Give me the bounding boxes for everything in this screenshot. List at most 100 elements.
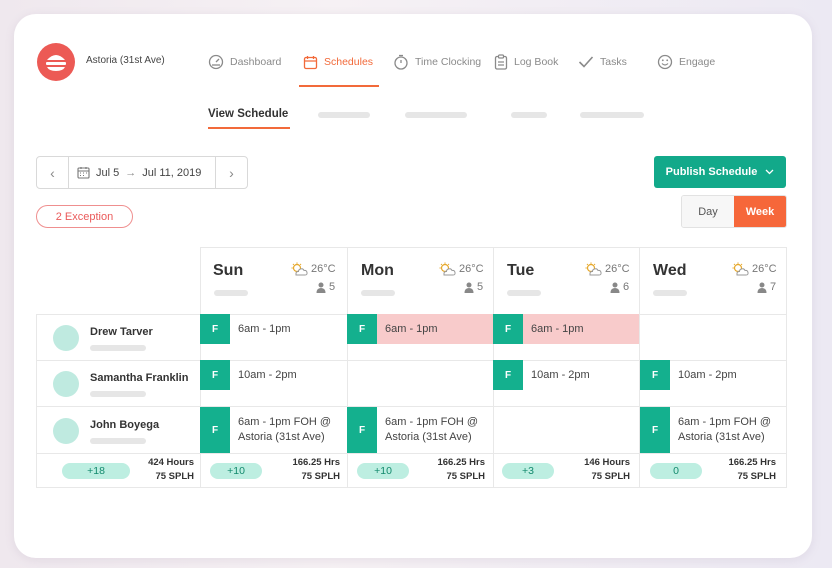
tab-placeholder[interactable]: [511, 112, 547, 118]
day-staff-count: 5: [464, 281, 483, 293]
staffing-delta-pill: +10: [357, 463, 409, 479]
date-end: Jul 11, 2019: [142, 166, 202, 179]
day-name: Tue: [507, 262, 535, 279]
tab-placeholder[interactable]: [318, 112, 370, 118]
day-weather: 26°C: [290, 262, 336, 276]
date-range-field[interactable]: Jul 5 → Jul 11, 2019: [68, 157, 216, 188]
smiley-icon: [657, 54, 673, 70]
shift-time: 6am - 1pm FOH @: [238, 416, 332, 428]
prev-week-button[interactable]: ‹: [37, 157, 68, 188]
nav-dashboard[interactable]: Dashboard: [208, 51, 281, 73]
staff-count: 5: [477, 281, 484, 293]
shift-detail: 6am - 1pm FOH @ Astoria (31st Ave): [230, 407, 347, 453]
burger-icon: [46, 55, 66, 71]
shift-block[interactable]: F 6am - 1pm: [200, 314, 347, 344]
shift-time: 6am - 1pm FOH @: [678, 416, 772, 428]
subtab-active-underline: [208, 127, 290, 129]
shift-block[interactable]: F 10am - 2pm: [200, 360, 347, 390]
shift-location: Astoria (31st Ave): [678, 431, 765, 443]
shift-block[interactable]: F 6am - 1pm FOH @ Astoria (31st Ave): [200, 407, 347, 453]
partly-sunny-icon: [732, 262, 749, 276]
totals-summary: 166.25 Hrs 75 SPLH: [706, 456, 776, 484]
nav-dashboard-label: Dashboard: [230, 56, 282, 68]
week-view-button[interactable]: Week: [734, 196, 786, 227]
nav-time-clocking[interactable]: Time Clocking: [393, 51, 481, 73]
employee-name[interactable]: John Boyega: [90, 419, 160, 431]
shift-time: 10am - 2pm: [238, 368, 297, 381]
shift-block[interactable]: F 6am - 1pm FOH @ Astoria (31st Ave): [640, 407, 786, 453]
nav-engage-label: Engage: [679, 56, 716, 68]
day-temp: 26°C: [459, 263, 484, 275]
day-temp: 26°C: [752, 263, 777, 275]
person-icon: [464, 282, 474, 293]
shift-time: 10am - 2pm: [678, 368, 737, 381]
day-date-placeholder: [214, 290, 248, 296]
total-hours: 146 Hours: [584, 457, 630, 468]
shift-detail: 6am - 1pm FOH @ Astoria (31st Ave): [377, 407, 493, 453]
shift-role-badge: F: [493, 314, 523, 344]
employee-name[interactable]: Drew Tarver: [90, 326, 153, 338]
totals-summary: 424 Hours 75 SPLH: [130, 456, 194, 484]
shift-role-badge: F: [640, 407, 670, 453]
chevron-right-icon: ›: [229, 164, 234, 181]
day-staff-count: 7: [757, 281, 776, 293]
total-splh: 75 SPLH: [737, 471, 776, 482]
shift-location: Astoria (31st Ave): [238, 431, 325, 443]
day-date-placeholder: [653, 290, 687, 296]
staffing-delta-pill: 0: [650, 463, 702, 479]
shift-block[interactable]: F 6am - 1pm FOH @ Astoria (31st Ave): [347, 407, 493, 453]
total-splh: 75 SPLH: [301, 471, 340, 482]
next-week-button[interactable]: ›: [216, 157, 247, 188]
staffing-delta-pill: +3: [502, 463, 554, 479]
shift-time: 6am - 1pm: [523, 314, 639, 344]
total-hours: 424 Hours: [148, 457, 194, 468]
shift-role-badge: F: [493, 360, 523, 390]
employee-name[interactable]: Samantha Franklin: [90, 372, 189, 384]
nav-tasks-label: Tasks: [600, 56, 627, 68]
publish-label: Publish Schedule: [665, 166, 758, 178]
day-view-button[interactable]: Day: [682, 196, 734, 227]
checkmark-icon: [578, 56, 594, 68]
partly-sunny-icon: [291, 262, 308, 276]
total-splh: 75 SPLH: [446, 471, 485, 482]
shift-time: 6am - 1pm FOH @: [385, 416, 479, 428]
avatar: [53, 325, 79, 351]
tab-placeholder[interactable]: [580, 112, 644, 118]
totals-summary: 166.25 Hrs 75 SPLH: [270, 456, 340, 484]
publish-schedule-button[interactable]: Publish Schedule: [654, 156, 786, 188]
total-hours: 166.25 Hrs: [437, 457, 485, 468]
total-splh: 75 SPLH: [155, 471, 194, 482]
nav-active-underline: [299, 85, 379, 87]
partly-sunny-icon: [439, 262, 456, 276]
nav-tasks[interactable]: Tasks: [578, 51, 627, 73]
day-temp: 26°C: [311, 263, 336, 275]
day-temp: 26°C: [605, 263, 630, 275]
shift-block[interactable]: F 10am - 2pm: [640, 360, 786, 390]
nav-log-book[interactable]: Log Book: [494, 51, 558, 73]
shift-detail: 6am - 1pm FOH @ Astoria (31st Ave): [670, 407, 786, 453]
nav-schedules[interactable]: Schedules: [303, 51, 373, 73]
shift-block-exception[interactable]: F 6am - 1pm: [493, 314, 639, 344]
nav-engage[interactable]: Engage: [657, 51, 715, 73]
total-hours: 166.25 Hrs: [728, 457, 776, 468]
store-logo[interactable]: [37, 43, 75, 81]
day-date-placeholder: [361, 290, 395, 296]
total-hours: 166.25 Hrs: [292, 457, 340, 468]
shift-time: 6am - 1pm: [377, 314, 493, 344]
tab-placeholder[interactable]: [405, 112, 467, 118]
day-staff-count: 5: [316, 281, 335, 293]
staffing-delta-pill: +18: [62, 463, 130, 479]
shift-role-badge: F: [347, 314, 377, 344]
shift-block-exception[interactable]: F 6am - 1pm: [347, 314, 493, 344]
shift-role-badge: F: [640, 360, 670, 390]
day-name: Mon: [361, 262, 394, 279]
staffing-delta-pill: +10: [210, 463, 262, 479]
exception-badge[interactable]: 2 Exception: [36, 205, 133, 228]
stopwatch-icon: [394, 54, 408, 70]
day-name: Wed: [653, 262, 687, 279]
tab-view-schedule[interactable]: View Schedule: [208, 108, 289, 120]
totals-summary: 146 Hours 75 SPLH: [560, 456, 630, 484]
shift-block[interactable]: F 10am - 2pm: [493, 360, 639, 390]
shift-role-badge: F: [347, 407, 377, 453]
person-icon: [316, 282, 326, 293]
